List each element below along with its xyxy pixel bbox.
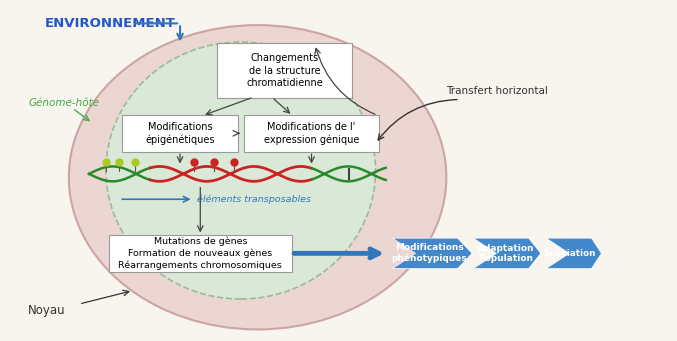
Text: Génome-hôte: Génome-hôte xyxy=(28,98,100,108)
Text: Transfert horizontal: Transfert horizontal xyxy=(446,86,548,96)
Text: Spéciation: Spéciation xyxy=(544,249,596,258)
Text: Modifications
phénotypiques: Modifications phénotypiques xyxy=(392,243,467,263)
FancyBboxPatch shape xyxy=(244,115,379,152)
FancyBboxPatch shape xyxy=(217,44,352,98)
FancyBboxPatch shape xyxy=(109,235,292,272)
FancyBboxPatch shape xyxy=(123,115,238,152)
Polygon shape xyxy=(546,238,601,269)
Text: Modifications de l'
expression génique: Modifications de l' expression génique xyxy=(264,122,359,145)
Ellipse shape xyxy=(106,42,376,299)
Polygon shape xyxy=(393,238,472,269)
Ellipse shape xyxy=(69,25,446,329)
Text: éléments transposables: éléments transposables xyxy=(197,194,311,204)
Text: Mutations de gènes
Formation de nouveaux gènes
Réarrangements chromosomiques: Mutations de gènes Formation de nouveaux… xyxy=(118,237,282,270)
Text: Changements
de la structure
chromatidienne: Changements de la structure chromatidien… xyxy=(246,53,323,88)
Text: Modifications
épigénétiques: Modifications épigénétiques xyxy=(146,122,215,145)
Text: Noyau: Noyau xyxy=(28,305,66,317)
Text: Adaptation
Population: Adaptation Population xyxy=(477,244,534,263)
Polygon shape xyxy=(473,238,541,269)
Text: ENVIRONNEMENT: ENVIRONNEMENT xyxy=(45,17,176,30)
